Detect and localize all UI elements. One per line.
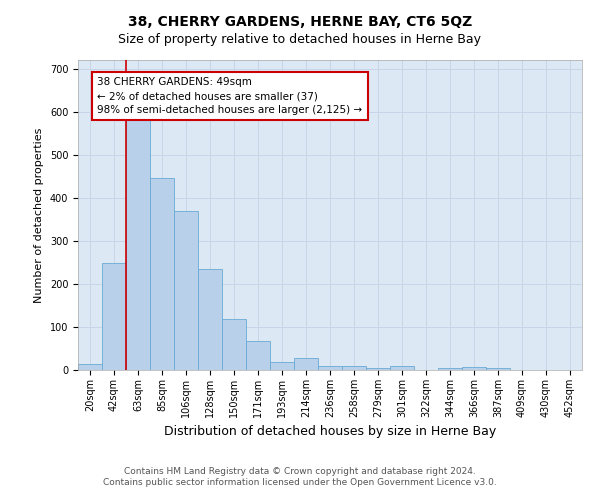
Bar (390, 366, 414, 370)
Bar (342, 366, 366, 370)
Bar (102, 263, 126, 370)
Text: Contains public sector information licensed under the Open Government Licence v3: Contains public sector information licen… (103, 478, 497, 487)
Bar (174, 210, 198, 370)
Text: 38 CHERRY GARDENS: 49sqm
← 2% of detached houses are smaller (37)
98% of semi-de: 38 CHERRY GARDENS: 49sqm ← 2% of detache… (97, 77, 362, 115)
Bar (438, 368, 462, 370)
Bar (198, 269, 222, 370)
Bar (366, 368, 390, 370)
Y-axis label: Number of detached properties: Number of detached properties (34, 128, 44, 302)
X-axis label: Distribution of detached houses by size in Herne Bay: Distribution of detached houses by size … (164, 426, 496, 438)
Bar (222, 319, 246, 370)
Text: Size of property relative to detached houses in Herne Bay: Size of property relative to detached ho… (119, 32, 482, 46)
Bar (126, 120, 150, 370)
Bar (78, 364, 102, 370)
Bar (270, 362, 294, 370)
Bar (318, 366, 342, 370)
Text: Contains HM Land Registry data © Crown copyright and database right 2024.: Contains HM Land Registry data © Crown c… (124, 467, 476, 476)
Bar (486, 368, 510, 370)
Bar (294, 358, 318, 370)
Bar (462, 367, 486, 370)
Bar (150, 178, 174, 370)
Bar (246, 340, 270, 370)
Text: 38, CHERRY GARDENS, HERNE BAY, CT6 5QZ: 38, CHERRY GARDENS, HERNE BAY, CT6 5QZ (128, 15, 472, 29)
